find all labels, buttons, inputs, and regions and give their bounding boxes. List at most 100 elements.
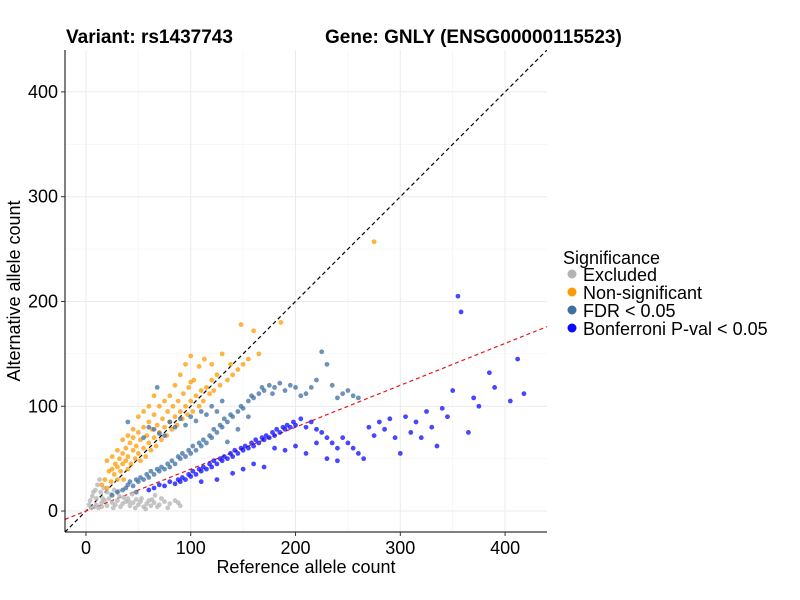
data-point (324, 456, 330, 462)
data-point (188, 414, 194, 420)
data-point (335, 395, 340, 401)
y-tick-label: 200 (28, 291, 58, 311)
data-point (128, 461, 134, 467)
data-point (151, 412, 157, 418)
data-point (335, 445, 340, 451)
data-point (151, 426, 157, 432)
data-point (209, 435, 215, 441)
data-point (143, 506, 149, 512)
data-point (445, 414, 450, 420)
data-point (172, 461, 178, 467)
data-point (169, 458, 175, 464)
data-point (214, 409, 220, 414)
legend-label: Excluded (583, 265, 657, 285)
data-point (308, 385, 314, 390)
data-point (211, 458, 217, 464)
legend-marker (567, 269, 577, 279)
data-point (156, 468, 162, 474)
data-point (146, 419, 152, 425)
data-point (277, 380, 283, 386)
data-point (278, 320, 284, 325)
data-point (125, 419, 131, 425)
data-point (87, 498, 93, 503)
data-point (209, 377, 215, 383)
data-point (466, 430, 471, 435)
data-point (109, 492, 115, 498)
data-point (146, 403, 152, 409)
data-point (217, 382, 223, 388)
data-point (455, 293, 461, 299)
data-point (282, 447, 288, 453)
data-point (392, 435, 398, 441)
data-point (104, 503, 110, 509)
data-point (190, 443, 196, 449)
data-point (211, 426, 217, 432)
data-point (350, 393, 356, 399)
chart-title-variant: Variant: rs1437743 (66, 27, 233, 48)
data-point (114, 447, 120, 453)
data-point (198, 479, 204, 485)
data-point (162, 433, 167, 438)
data-point (303, 391, 309, 397)
data-point (130, 435, 136, 441)
data-point (198, 443, 204, 449)
data-point (256, 391, 262, 397)
data-point (204, 466, 209, 472)
data-point (204, 385, 209, 390)
data-point (133, 489, 139, 495)
data-point (274, 426, 280, 432)
data-point (507, 398, 513, 404)
data-point (235, 426, 241, 432)
data-point (225, 439, 230, 445)
data-point (183, 422, 188, 428)
data-point (235, 409, 241, 414)
data-point (209, 361, 215, 367)
data-point (139, 496, 144, 501)
data-point (135, 451, 141, 456)
data-point (256, 351, 262, 357)
data-point (104, 458, 110, 464)
data-point (143, 454, 149, 459)
data-point (170, 403, 176, 409)
data-point (221, 416, 227, 422)
data-point (104, 489, 110, 495)
legend-title: Significance (563, 248, 660, 268)
data-point (151, 485, 157, 491)
data-point (148, 447, 154, 453)
data-point (99, 504, 105, 510)
data-point (355, 451, 361, 456)
data-point (303, 424, 309, 430)
data-point (371, 239, 377, 245)
data-point (179, 451, 185, 456)
data-point (129, 491, 135, 497)
data-point (214, 461, 220, 467)
data-point (251, 395, 257, 401)
data-point (408, 430, 414, 435)
data-point (146, 487, 152, 493)
data-point (177, 409, 183, 414)
data-point (151, 393, 157, 399)
data-point (98, 489, 104, 495)
data-point (314, 426, 319, 432)
data-point (165, 505, 171, 511)
data-point (314, 377, 319, 383)
data-point (141, 435, 146, 441)
reference-line-identity (65, 50, 547, 532)
data-point (132, 505, 138, 511)
data-point (159, 437, 164, 443)
data-point (424, 409, 429, 414)
data-point (308, 419, 314, 425)
data-point (154, 385, 160, 390)
data-point (366, 424, 372, 430)
data-point (387, 416, 393, 422)
data-point (167, 419, 173, 425)
data-point (471, 395, 477, 401)
data-point (156, 403, 162, 409)
data-point (172, 424, 178, 430)
data-point (165, 409, 171, 414)
data-point (188, 474, 194, 479)
x-axis-label: Reference allele count (216, 557, 395, 577)
data-point (135, 479, 141, 485)
data-point (172, 414, 178, 420)
